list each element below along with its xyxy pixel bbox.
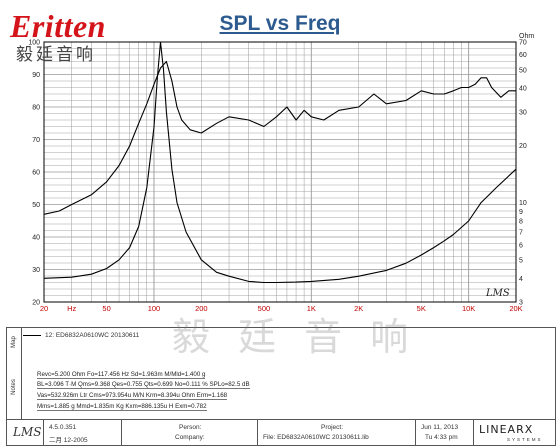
left-tick-label: 70 (32, 137, 40, 144)
right-tick-label: 6 (519, 242, 523, 249)
footer-brand-cell: LINEARX SYSTEMS (473, 420, 555, 446)
footer: LMS 4.5.0.351 二月 12-2005 Person: Company… (7, 419, 555, 446)
right-tick-label: 30 (519, 109, 527, 116)
right-tick-label: 8 (519, 219, 523, 226)
left-tick-label: 80 (32, 105, 40, 112)
right-tick-label: 40 (519, 86, 527, 93)
footer-lms-cell: LMS (7, 420, 44, 446)
left-tick-label: 40 (32, 235, 40, 242)
map-entry-label: 12: ED6832A0610WC 20130611 (45, 332, 140, 339)
left-tick-label: 50 (32, 202, 40, 209)
x-tick-label: 2K (354, 304, 363, 313)
note-line-3: Vas=532.926m Ltr Cms=973.954u M/N Krm=8.… (37, 392, 228, 400)
map-band-label: Map (11, 335, 17, 348)
logo-text: Eritten (10, 8, 106, 44)
footer-file: File: ED6832A0610WC 20130611.lib (263, 434, 369, 441)
x-tick-label: 20K (509, 304, 522, 313)
right-tick-label: 50 (519, 67, 527, 74)
right-tick-label: 20 (519, 143, 527, 150)
chart-title: SPL vs Freq (219, 12, 341, 35)
info-panel: Map 12: ED6832A0610WC 20130611 毅 廷 音 响 N… (6, 315, 556, 446)
chinese-watermark: 毅 廷 音 响 (172, 315, 417, 359)
x-tick-label: 5K (417, 304, 426, 313)
x-tick-label: 10K (462, 304, 475, 313)
left-tick-label: 100 (28, 40, 40, 47)
note-line-1: Revc=5.200 Ohm Fo=117.456 Hz Sd=1.963m M… (37, 371, 206, 379)
notes-band-label: Notes (11, 379, 17, 395)
impedance-curve (43, 41, 517, 284)
note-line-4: Mms=1.885 g Mmd=1.835m Kg Kxm=886.135u H… (37, 403, 207, 411)
series-layer (43, 41, 517, 284)
x-tick-label: 1K (307, 304, 316, 313)
series-swatch (23, 334, 41, 336)
lms-watermark: LMS (485, 288, 510, 299)
footer-project-cell: Project: File: ED6832A0610WC 20130611.li… (257, 420, 416, 446)
x-tick-label: 200 (195, 304, 208, 313)
footer-brand-sub: SYSTEMS (507, 437, 543, 442)
right-tick-label: 7 (519, 230, 523, 237)
map-entry: 12: ED6832A0610WC 20130611 (23, 332, 139, 339)
brand-logo-chinese: 毅廷音响 (16, 45, 96, 65)
x-tick-label: Hz (67, 304, 76, 313)
footer-person-cell: Person: Company: (121, 420, 258, 446)
note-line-2: BL=3.096 T·M Qms=9.368 Qes=0.755 Qts=0.6… (37, 381, 250, 389)
x-tick-label: 50 (102, 304, 110, 313)
footer-time: Tu 4:33 pm (425, 434, 458, 441)
left-axis-ticks: 20 30 40 50 60 70 80 90 100 (28, 40, 40, 307)
footer-lms-logo: LMS (13, 425, 42, 439)
footer-version-cell: 4.5.0.351 二月 12-2005 (43, 420, 122, 446)
right-tick-label: 3 (519, 300, 523, 307)
footer-person-label: Person: (179, 424, 202, 431)
brand-logo: Eritten (10, 8, 106, 45)
right-tick-label: 70 (519, 40, 527, 47)
footer-version-date: 二月 12-2005 (49, 437, 88, 444)
map-band: Map (7, 328, 22, 356)
x-tick-label: 20 (40, 304, 48, 313)
x-tick-label: 500 (258, 304, 271, 313)
notes-band: Notes (7, 355, 22, 419)
plot-frame (43, 41, 517, 303)
right-tick-label: 60 (519, 52, 527, 59)
x-axis-ticks: 20 Hz 50 100 200 500 1K 2K 5K 10K 20K (40, 304, 523, 313)
footer-date-cell: Jun 11, 2013 Tu 4:33 pm (415, 420, 474, 446)
footer-project-label: Project: (321, 424, 344, 431)
footer-version: 4.5.0.351 (49, 424, 77, 431)
footer-company-label: Company: (175, 434, 205, 441)
right-tick-label: 4 (519, 276, 523, 283)
right-tick-label: 10 (519, 200, 527, 207)
spl-curve (43, 60, 516, 215)
right-tick-label: 5 (519, 257, 523, 264)
left-tick-label: 90 (32, 72, 40, 79)
footer-brand: LINEARX (479, 423, 534, 436)
left-tick-label: 60 (32, 170, 40, 177)
right-tick-label: Ohm (519, 33, 534, 40)
x-tick-label: 100 (148, 304, 161, 313)
left-tick-label: 30 (32, 267, 40, 274)
right-tick-label: 9 (519, 209, 523, 216)
left-tick-label: 20 (32, 300, 40, 307)
footer-date: Jun 11, 2013 (421, 424, 459, 431)
